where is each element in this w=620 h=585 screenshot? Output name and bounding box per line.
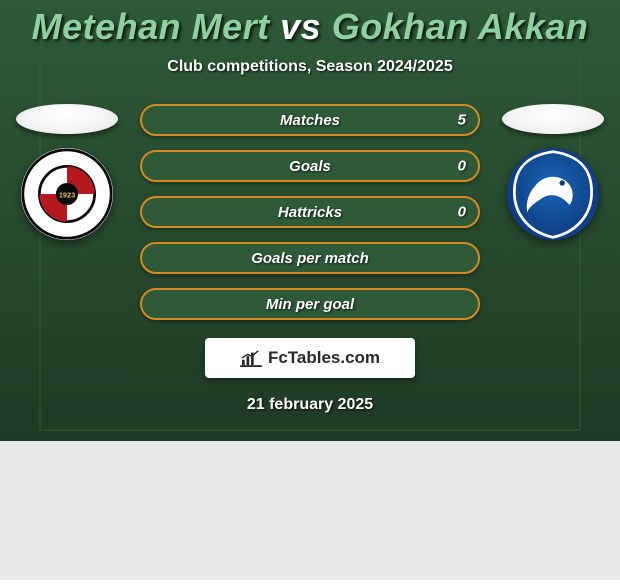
right-side <box>498 104 608 240</box>
stat-label: Goals per match <box>251 250 369 267</box>
player1-club-badge: 1923 <box>21 148 113 240</box>
brand-text: FcTables.com <box>268 348 380 368</box>
stat-row: Matches 5 <box>140 104 480 136</box>
comparison-row: 1923 Matches 5 Goals 0 Hattricks 0 Goals per m… <box>0 104 620 320</box>
subtitle: Club competitions, Season 2024/2025 <box>167 58 452 76</box>
date-text: 21 february 2025 <box>247 396 373 414</box>
stats-list: Matches 5 Goals 0 Hattricks 0 Goals per match M… <box>140 104 480 320</box>
player2-club-badge <box>507 148 599 240</box>
stat-value-right: 5 <box>458 112 466 129</box>
player2-headshot <box>502 104 604 134</box>
title-player2: Gokhan Akkan <box>332 6 589 47</box>
chart-icon <box>240 349 262 367</box>
stat-label: Hattricks <box>278 204 342 221</box>
title-vs: vs <box>280 6 321 47</box>
page-title: Metehan Mert vs Gokhan Akkan <box>32 6 589 48</box>
left-side: 1923 <box>12 104 122 240</box>
stat-row: Hattricks 0 <box>140 196 480 228</box>
stat-label: Goals <box>289 158 331 175</box>
club-year: 1923 <box>59 191 75 200</box>
stat-row: Goals 0 <box>140 150 480 182</box>
stat-row: Goals per match <box>140 242 480 274</box>
stat-value-right: 0 <box>458 204 466 221</box>
stat-row: Min per goal <box>140 288 480 320</box>
brand-badge[interactable]: FcTables.com <box>205 338 415 378</box>
title-player1: Metehan Mert <box>32 6 270 47</box>
stat-value-right: 0 <box>458 158 466 175</box>
player1-headshot <box>16 104 118 134</box>
stat-label: Min per goal <box>266 296 354 313</box>
stat-label: Matches <box>280 112 340 129</box>
